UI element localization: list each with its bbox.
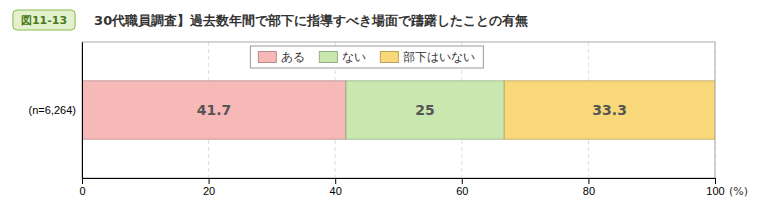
bar-segment: [346, 81, 504, 139]
legend-swatch: [319, 52, 337, 63]
data-label: 33.3: [592, 102, 627, 118]
legend-label: 部下はいない: [403, 50, 475, 64]
y-axis: (n=6,264): [29, 43, 83, 179]
legend-item: ある: [258, 50, 305, 64]
tick-mark: [715, 178, 716, 184]
legend-item: ない: [319, 50, 366, 64]
figure-label-box: [13, 10, 75, 30]
bar-segment: [82, 81, 346, 139]
legend-label: ある: [281, 50, 305, 64]
tick: 0: [79, 178, 85, 197]
tick-label: 0: [79, 185, 85, 197]
figure-label-text: 図11-13: [21, 14, 67, 27]
title: 30代職員調査】過去数年間で部下に指導すべき場面で躊躇したことの有無: [81, 13, 528, 28]
data-labels: 41.7 25 33.3: [197, 102, 627, 118]
plot-frame: [82, 42, 715, 178]
axis-domain: [82, 43, 83, 179]
tick-label: 60: [456, 185, 468, 197]
tick-label: (n=6,264): [29, 104, 76, 116]
tick-mark: [335, 178, 336, 184]
tick-label: 20: [203, 185, 215, 197]
legend-swatch: [258, 52, 276, 63]
figure-label: 図11-13: [13, 10, 75, 30]
tick-label: 40: [330, 185, 342, 197]
tick-mark: [209, 178, 210, 184]
legend-frame: [250, 46, 483, 68]
data-label: 25: [415, 102, 434, 118]
legend-swatch: [380, 52, 398, 63]
tick: 100: [706, 178, 724, 197]
grid: [82, 42, 715, 178]
data-label: 41.7: [197, 102, 232, 118]
axis-domain: [83, 179, 716, 185]
tick-label: 80: [583, 185, 595, 197]
legend: ある ない 部下はいない: [250, 46, 483, 68]
tick: 20: [203, 178, 215, 197]
tick-mark: [82, 178, 83, 184]
chart: 図11-13 30代職員調査】過去数年間で部下に指導すべき場面で躊躇したことの有…: [0, 0, 760, 210]
tick: (n=6,264): [29, 104, 82, 116]
x-axis-label: (%): [729, 185, 748, 198]
tick-mark: [588, 178, 589, 184]
bars: [82, 81, 715, 139]
bar-segment: [504, 81, 715, 139]
x-axis: 0 20 40 60 80 100: [79, 178, 724, 197]
legend-item: 部下はいない: [380, 50, 475, 64]
tick-mark: [462, 178, 463, 184]
tick-label: 100: [706, 185, 724, 197]
tick: 40: [330, 178, 342, 197]
tick: 60: [456, 178, 468, 197]
legend-label: ない: [342, 50, 366, 64]
tick: 80: [583, 178, 595, 197]
